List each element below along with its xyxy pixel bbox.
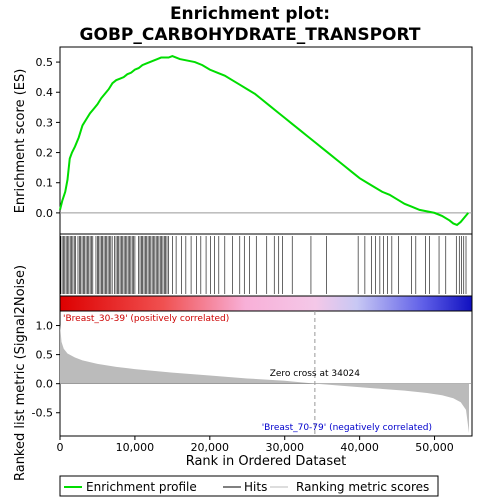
x-tick-label: 20,000 xyxy=(191,441,230,454)
es-ticks: 0.0 0.1 0.2 0.3 0.4 0.5 xyxy=(36,56,60,220)
es-tick-label: 0.5 xyxy=(36,56,54,69)
ranking-metric-area xyxy=(60,324,470,434)
x-tick-label: 40,000 xyxy=(340,441,379,454)
enrichment-profile-line xyxy=(59,54,470,227)
negative-correlation-label: 'Breast_70-79' (negatively correlated) xyxy=(262,423,432,433)
metric-tick-label: 1.0 xyxy=(36,320,54,333)
metric-axis-label: Ranked list metric (Signal2Noise) xyxy=(13,265,28,481)
x-tick-label: 10,000 xyxy=(116,441,155,454)
legend-profile-label: Enrichment profile xyxy=(86,480,197,494)
x-tick-label: 0 xyxy=(57,441,64,454)
zero-cross-label: Zero cross at 34024 xyxy=(270,369,361,379)
es-tick-label: 0.1 xyxy=(36,177,54,190)
metric-tick-label: -0.5 xyxy=(32,407,53,420)
legend-hits-label: Hits xyxy=(244,480,267,494)
es-tick-label: 0.0 xyxy=(36,207,54,220)
es-tick-label: 0.3 xyxy=(36,116,54,129)
legend-box xyxy=(59,475,439,497)
rank-color-bar xyxy=(59,295,473,312)
es-axis-label: Enrichment score (ES) xyxy=(13,69,28,214)
positive-correlation-label: 'Breast_30-39' (positively correlated) xyxy=(63,314,229,324)
x-tick-label: 50,000 xyxy=(415,441,454,454)
metric-ticks: -0.5 0.0 0.5 1.0 xyxy=(32,320,60,420)
hits-panel xyxy=(59,233,473,297)
legend-metric-label: Ranking metric scores xyxy=(296,480,429,494)
hits-group xyxy=(60,236,467,294)
metric-tick-label: 0.5 xyxy=(36,349,54,362)
chart-title-line2: GOBP_CARBOHYDRATE_TRANSPORT xyxy=(80,25,421,45)
es-tick-label: 0.2 xyxy=(36,147,54,160)
x-axis-label: Rank in Ordered Dataset xyxy=(186,454,347,469)
es-tick-label: 0.4 xyxy=(36,86,54,99)
metric-tick-label: 0.0 xyxy=(36,378,54,391)
chart-title-line1: Enrichment plot: xyxy=(170,4,330,24)
x-axis-ticks: 0 10,000 20,000 30,000 40,000 50,000 xyxy=(57,436,454,454)
x-tick-label: 30,000 xyxy=(265,441,304,454)
